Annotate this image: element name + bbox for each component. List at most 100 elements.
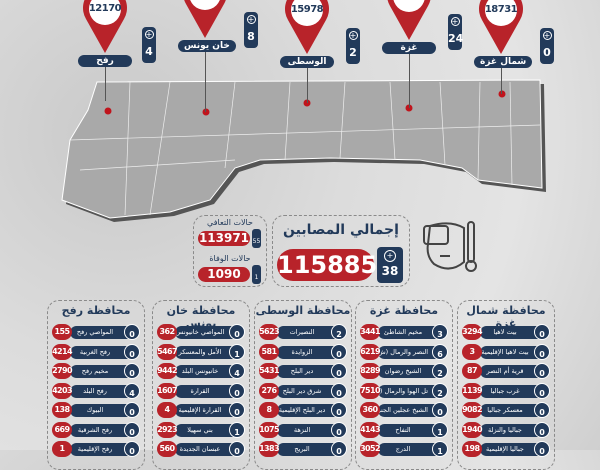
table-row: معسكر جباليا 9082 0 <box>462 402 550 418</box>
table-row: الشيخ رضوان 8289 2 <box>360 363 448 379</box>
area-name: النزهة <box>277 423 343 437</box>
governorate-name: غزة <box>382 42 436 54</box>
area-new-cases: 0 <box>124 343 140 360</box>
pin-stem <box>205 50 206 112</box>
table-row: شرق دير البلح 276 0 <box>259 382 347 399</box>
area-cases: 3052 <box>360 441 381 457</box>
table-title: محافظة رفح <box>61 304 131 317</box>
table-row: البريج 1383 0 <box>259 441 347 457</box>
area-name: القرارة <box>175 384 241 398</box>
area-new-cases: 0 <box>534 343 550 360</box>
area-new-cases: 0 <box>331 343 347 360</box>
table-row: الدرج 3052 1 <box>360 441 448 457</box>
area-name: غرب جباليا <box>480 384 546 398</box>
area-cases: 276 <box>259 382 279 399</box>
area-name: معسكر جباليا <box>480 404 546 417</box>
table-row: النصر والرمال (ش) 6219 6 <box>360 343 448 360</box>
area-name: الأمل والمعسكر <box>175 345 241 359</box>
area-cases: 4 <box>157 402 177 418</box>
pin-stem <box>307 66 308 103</box>
area-name: النصيرات <box>277 326 343 339</box>
area-new-cases: 0 <box>432 402 448 418</box>
area-name: بيت لاهيا الإقليمية <box>480 345 546 359</box>
governorate-new-cases: +2 <box>346 28 360 64</box>
area-new-cases: 0 <box>124 421 140 438</box>
area-new-cases: 0 <box>229 382 245 399</box>
deaths-label: حالات الوفاة <box>209 254 251 263</box>
table-row: جباليا الإقليمية 198 0 <box>462 441 550 457</box>
table-row: خانيونس البلد 9442 4 <box>157 363 245 379</box>
governorate-name: رفح <box>78 55 132 67</box>
area-new-cases: 0 <box>331 441 347 457</box>
pin-rafah: 12170 <box>80 0 130 55</box>
governorate-cases: 12170 <box>88 3 122 14</box>
governorate-cases: 18731 <box>484 4 518 15</box>
area-name: مخيم رفح <box>70 365 136 378</box>
area-name: الزوايدة <box>277 345 343 359</box>
table-row: النزهة 1075 0 <box>259 421 347 438</box>
area-name: تل الهوا والرمال (ج) <box>378 384 444 398</box>
pin-khan-younis: 25327 <box>180 0 230 40</box>
governorate-new-cases: +24 <box>448 14 463 50</box>
governorate-table: محافظة الوسطى النصيرات 5623 2 الزوايدة 5… <box>254 300 352 470</box>
area-new-cases: 0 <box>534 324 550 340</box>
area-new-cases: 0 <box>124 324 140 340</box>
recovered-value: 113971 <box>198 231 250 246</box>
area-new-cases: 1 <box>432 421 448 438</box>
area-cases: 581 <box>259 343 279 360</box>
area-cases: 362 <box>157 324 177 340</box>
area-new-cases: 3 <box>432 324 448 340</box>
area-cases: 1940 <box>462 421 483 438</box>
table-row: القرارة 1607 0 <box>157 382 245 399</box>
table-row: دير البلح 5431 0 <box>259 363 347 379</box>
area-cases: 4214 <box>52 343 73 360</box>
pin-stem <box>105 65 106 101</box>
area-name: البيوك <box>70 404 136 417</box>
table-row: الشيخ عجلين الجنوبي 360 0 <box>360 402 448 418</box>
area-name: رفح الشرقية <box>70 423 136 437</box>
area-new-cases: 0 <box>331 363 347 379</box>
table-row: النصيرات 5623 2 <box>259 324 347 340</box>
area-new-cases: 6 <box>432 343 448 360</box>
table-row: جباليا والنزلة 1940 0 <box>462 421 550 438</box>
governorate-new-cases: +0 <box>540 28 554 64</box>
map-pin-icon <box>83 0 127 53</box>
table-row: بني سهيلا 2923 1 <box>157 421 245 438</box>
table-title: محافظة الوسطى <box>255 304 351 317</box>
area-name: بني سهيلا <box>175 423 241 437</box>
area-cases: 3441 <box>360 324 381 340</box>
map-pin-icon <box>479 0 523 54</box>
table-row: القرارة الإقليمية 4 0 <box>157 402 245 418</box>
governorate-table: محافظة غزة مخيم الشاطئ 3441 3 النصر والر… <box>355 300 453 470</box>
area-name: الشيخ رضوان <box>378 365 444 378</box>
area-name: الشيخ عجلين الجنوبي <box>378 404 444 417</box>
area-cases: 198 <box>462 441 482 457</box>
fever-thermometer-face-icon <box>420 218 482 276</box>
area-cases: 2790 <box>52 363 73 379</box>
table-title: محافظة غزة <box>369 304 439 317</box>
table-row: دير البلح الإقليمية 8 0 <box>259 402 347 418</box>
table-row: البيوك 138 0 <box>52 402 140 418</box>
area-new-cases: 0 <box>331 382 347 399</box>
area-cases: 1383 <box>259 441 280 457</box>
table-row: عبسان الجديدة 560 0 <box>157 441 245 457</box>
area-new-cases: 0 <box>229 441 245 457</box>
deaths-value: 1090 <box>198 267 250 282</box>
area-name: مخيم الشاطئ <box>378 326 444 339</box>
governorate-cases: 15978 <box>290 4 324 15</box>
table-row: قرية أم النصر 87 0 <box>462 363 550 379</box>
table-row: الأمل والمعسكر 5467 1 <box>157 343 245 360</box>
area-new-cases: 0 <box>534 402 550 418</box>
deaths-new: 1 <box>252 265 261 284</box>
area-new-cases: 1 <box>432 441 448 457</box>
governorate-name: الوسطى <box>280 56 334 68</box>
area-new-cases: 1 <box>229 421 245 438</box>
governorate-table: محافظة خان يونس المواصي خانيونس 362 0 ال… <box>152 300 250 470</box>
table-row: رفح الغربية 4214 0 <box>52 343 140 360</box>
table-row: رفح البلد 4203 4 <box>52 382 140 399</box>
area-new-cases: 0 <box>124 363 140 379</box>
area-cases: 3294 <box>462 324 483 340</box>
area-name: المواصي رفح <box>70 326 136 339</box>
map-marker-khan-younis <box>202 108 210 116</box>
area-name: بيت لاهيا <box>480 326 546 339</box>
